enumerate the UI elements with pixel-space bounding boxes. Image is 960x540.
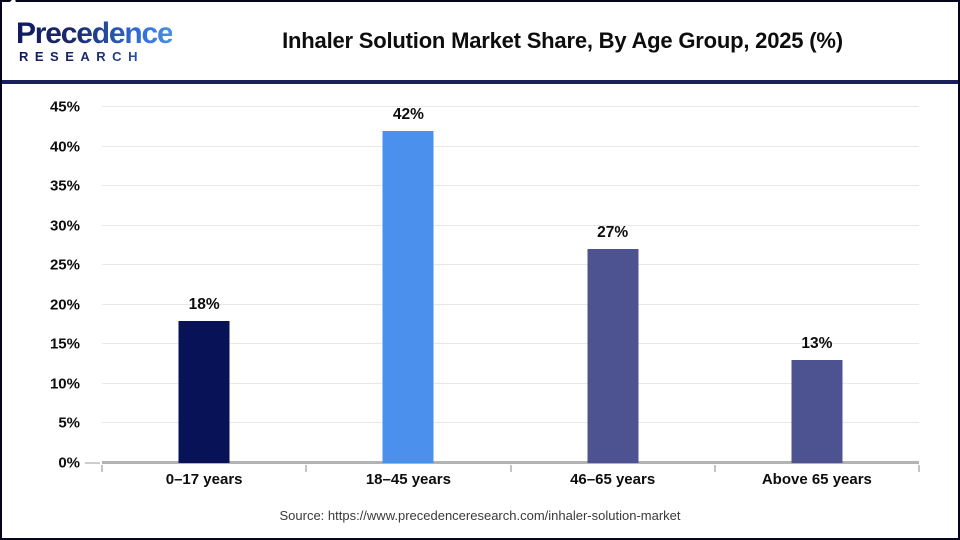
- y-tick-label: 15%: [49, 335, 80, 353]
- bar-cell: 27%: [511, 107, 715, 463]
- gridline: [102, 303, 919, 305]
- source-note: Source: https://www.precedenceresearch.c…: [279, 508, 681, 523]
- x-axis-labels: 0–17 years 18–45 years 46–65 years Above 65…: [102, 471, 919, 488]
- plot-area: 18% 42% 27% 13%: [85, 105, 920, 472]
- y-tick-label: 5%: [58, 414, 80, 432]
- x-category-label: 18–45 years: [365, 471, 451, 488]
- gridline: [102, 145, 919, 147]
- x-axis-tick: [509, 465, 512, 472]
- x-axis-tick: [305, 465, 308, 472]
- bar: [178, 320, 230, 463]
- chart-region: 45% 40% 35% 30% 25% 20% 15% 10% 5% 0% 18% 42% 27% 13…: [2, 84, 958, 538]
- bar: [587, 249, 639, 463]
- x-axis-tick: [918, 465, 920, 472]
- gridline: [102, 382, 919, 384]
- brand-wordmark: Precedence: [16, 17, 174, 50]
- bar-value-label: 18%: [188, 295, 220, 313]
- x-axis-line: [102, 461, 919, 464]
- leaf-icon: [3, 0, 22, 21]
- y-tick-label: 0%: [58, 454, 80, 472]
- brand-logo: Precedence RESEARCH: [2, 0, 217, 63]
- gridline: [102, 264, 919, 266]
- y-tick-label: 20%: [49, 296, 80, 314]
- gridline: [102, 185, 919, 187]
- y-tick-label: 40%: [49, 138, 80, 156]
- y-tick-label: 35%: [49, 177, 80, 195]
- y-tick-label: 45%: [49, 98, 80, 116]
- chart-title: Inhaler Solution Market Share, By Age Gr…: [282, 28, 843, 53]
- gridline: [102, 224, 919, 226]
- x-axis-tick: [713, 465, 716, 472]
- x-category-label: 46–65 years: [570, 471, 656, 488]
- bar-cell: 18%: [102, 107, 306, 463]
- bar-value-label: 42%: [392, 105, 424, 123]
- bar-value-label: 27%: [597, 224, 629, 242]
- x-axis-tick: [101, 465, 103, 472]
- bar-cell: 13%: [715, 107, 919, 463]
- bar-cell: 42%: [306, 105, 510, 463]
- header-divider: [2, 80, 958, 84]
- gridline: [102, 106, 919, 107]
- brand-subtitle: RESEARCH: [16, 50, 217, 63]
- gridline: [102, 422, 919, 424]
- y-tick-label: 25%: [49, 256, 80, 274]
- gridline: [102, 343, 919, 345]
- x-category-label: 0–17 years: [165, 471, 243, 488]
- bar: [382, 130, 434, 463]
- y-tick-label: 10%: [49, 375, 80, 393]
- bar-value-label: 13%: [801, 335, 833, 353]
- y-tick-label: 30%: [49, 217, 80, 235]
- origin-tick: [85, 462, 100, 464]
- bar: [791, 360, 843, 463]
- y-axis: 45% 40% 35% 30% 25% 20% 15% 10% 5% 0%: [2, 99, 90, 472]
- x-category-label: Above 65 years: [761, 471, 872, 488]
- header: Precedence RESEARCH Inhaler Solution Mar…: [2, 0, 958, 80]
